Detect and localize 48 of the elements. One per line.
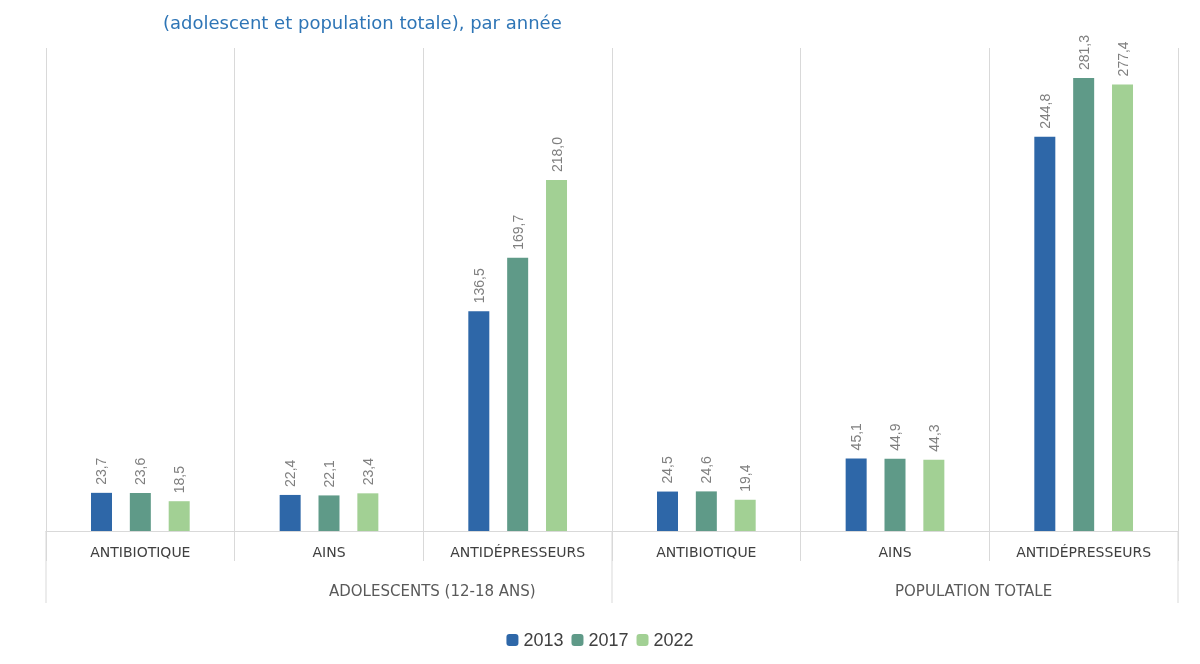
x-tick-label: ANTIDÉPRESSEURS — [450, 544, 586, 560]
x-tick-label: ANTIBIOTIQUE — [656, 544, 757, 560]
legend-label: 2017 — [588, 630, 629, 650]
bar — [1112, 84, 1134, 531]
legend-label: 2022 — [653, 630, 694, 650]
x-tick-label: AINS — [878, 544, 912, 560]
data-label: 24,5 — [659, 456, 676, 484]
data-label: 281,3 — [1075, 34, 1092, 71]
data-label: 24,6 — [698, 455, 715, 484]
bar — [884, 458, 906, 531]
data-label: 23,7 — [93, 457, 110, 485]
bar — [923, 459, 945, 531]
bar — [318, 495, 340, 531]
text: POPULATION TOTALE — [895, 581, 1053, 600]
data-label: 244,8 — [1036, 93, 1053, 129]
bar — [656, 491, 678, 531]
data-label: 18,5 — [171, 465, 188, 494]
data-label: 19,4 — [737, 464, 754, 492]
data-label: 277,4 — [1114, 41, 1131, 77]
data-label: 22,1 — [321, 459, 337, 488]
data-label: 23,4 — [359, 457, 376, 486]
text: ADOLESCENTS (12-18 ANS) — [329, 581, 536, 600]
bar — [129, 493, 151, 531]
bar — [90, 492, 112, 531]
x-tick-label: ANTIBIOTIQUE — [90, 544, 191, 560]
data-label: 44,3 — [925, 424, 942, 452]
x-tick-label: AINS — [312, 544, 346, 560]
data-label: 45,1 — [848, 422, 865, 451]
bar — [357, 493, 379, 531]
bar — [845, 458, 867, 531]
bar — [279, 494, 301, 531]
bar — [1073, 78, 1095, 531]
bar — [468, 311, 490, 531]
bar — [507, 257, 529, 531]
data-label: 22,4 — [282, 459, 299, 487]
bar — [695, 491, 717, 531]
data-label: 136,5 — [470, 267, 487, 304]
bar — [1034, 136, 1056, 531]
legend-label: 2013 — [523, 630, 564, 650]
data-label: 169,7 — [509, 214, 526, 250]
bar — [546, 180, 568, 531]
bar — [734, 499, 756, 531]
x-tick-label: ANTIDÉPRESSEURS — [1016, 544, 1152, 560]
bar — [168, 501, 190, 531]
data-label: 23,6 — [132, 457, 149, 485]
data-label: 44,9 — [887, 423, 903, 451]
data-label: 218,0 — [548, 136, 565, 173]
chart-title: (adolescent et population totale), par année — [163, 11, 562, 33]
